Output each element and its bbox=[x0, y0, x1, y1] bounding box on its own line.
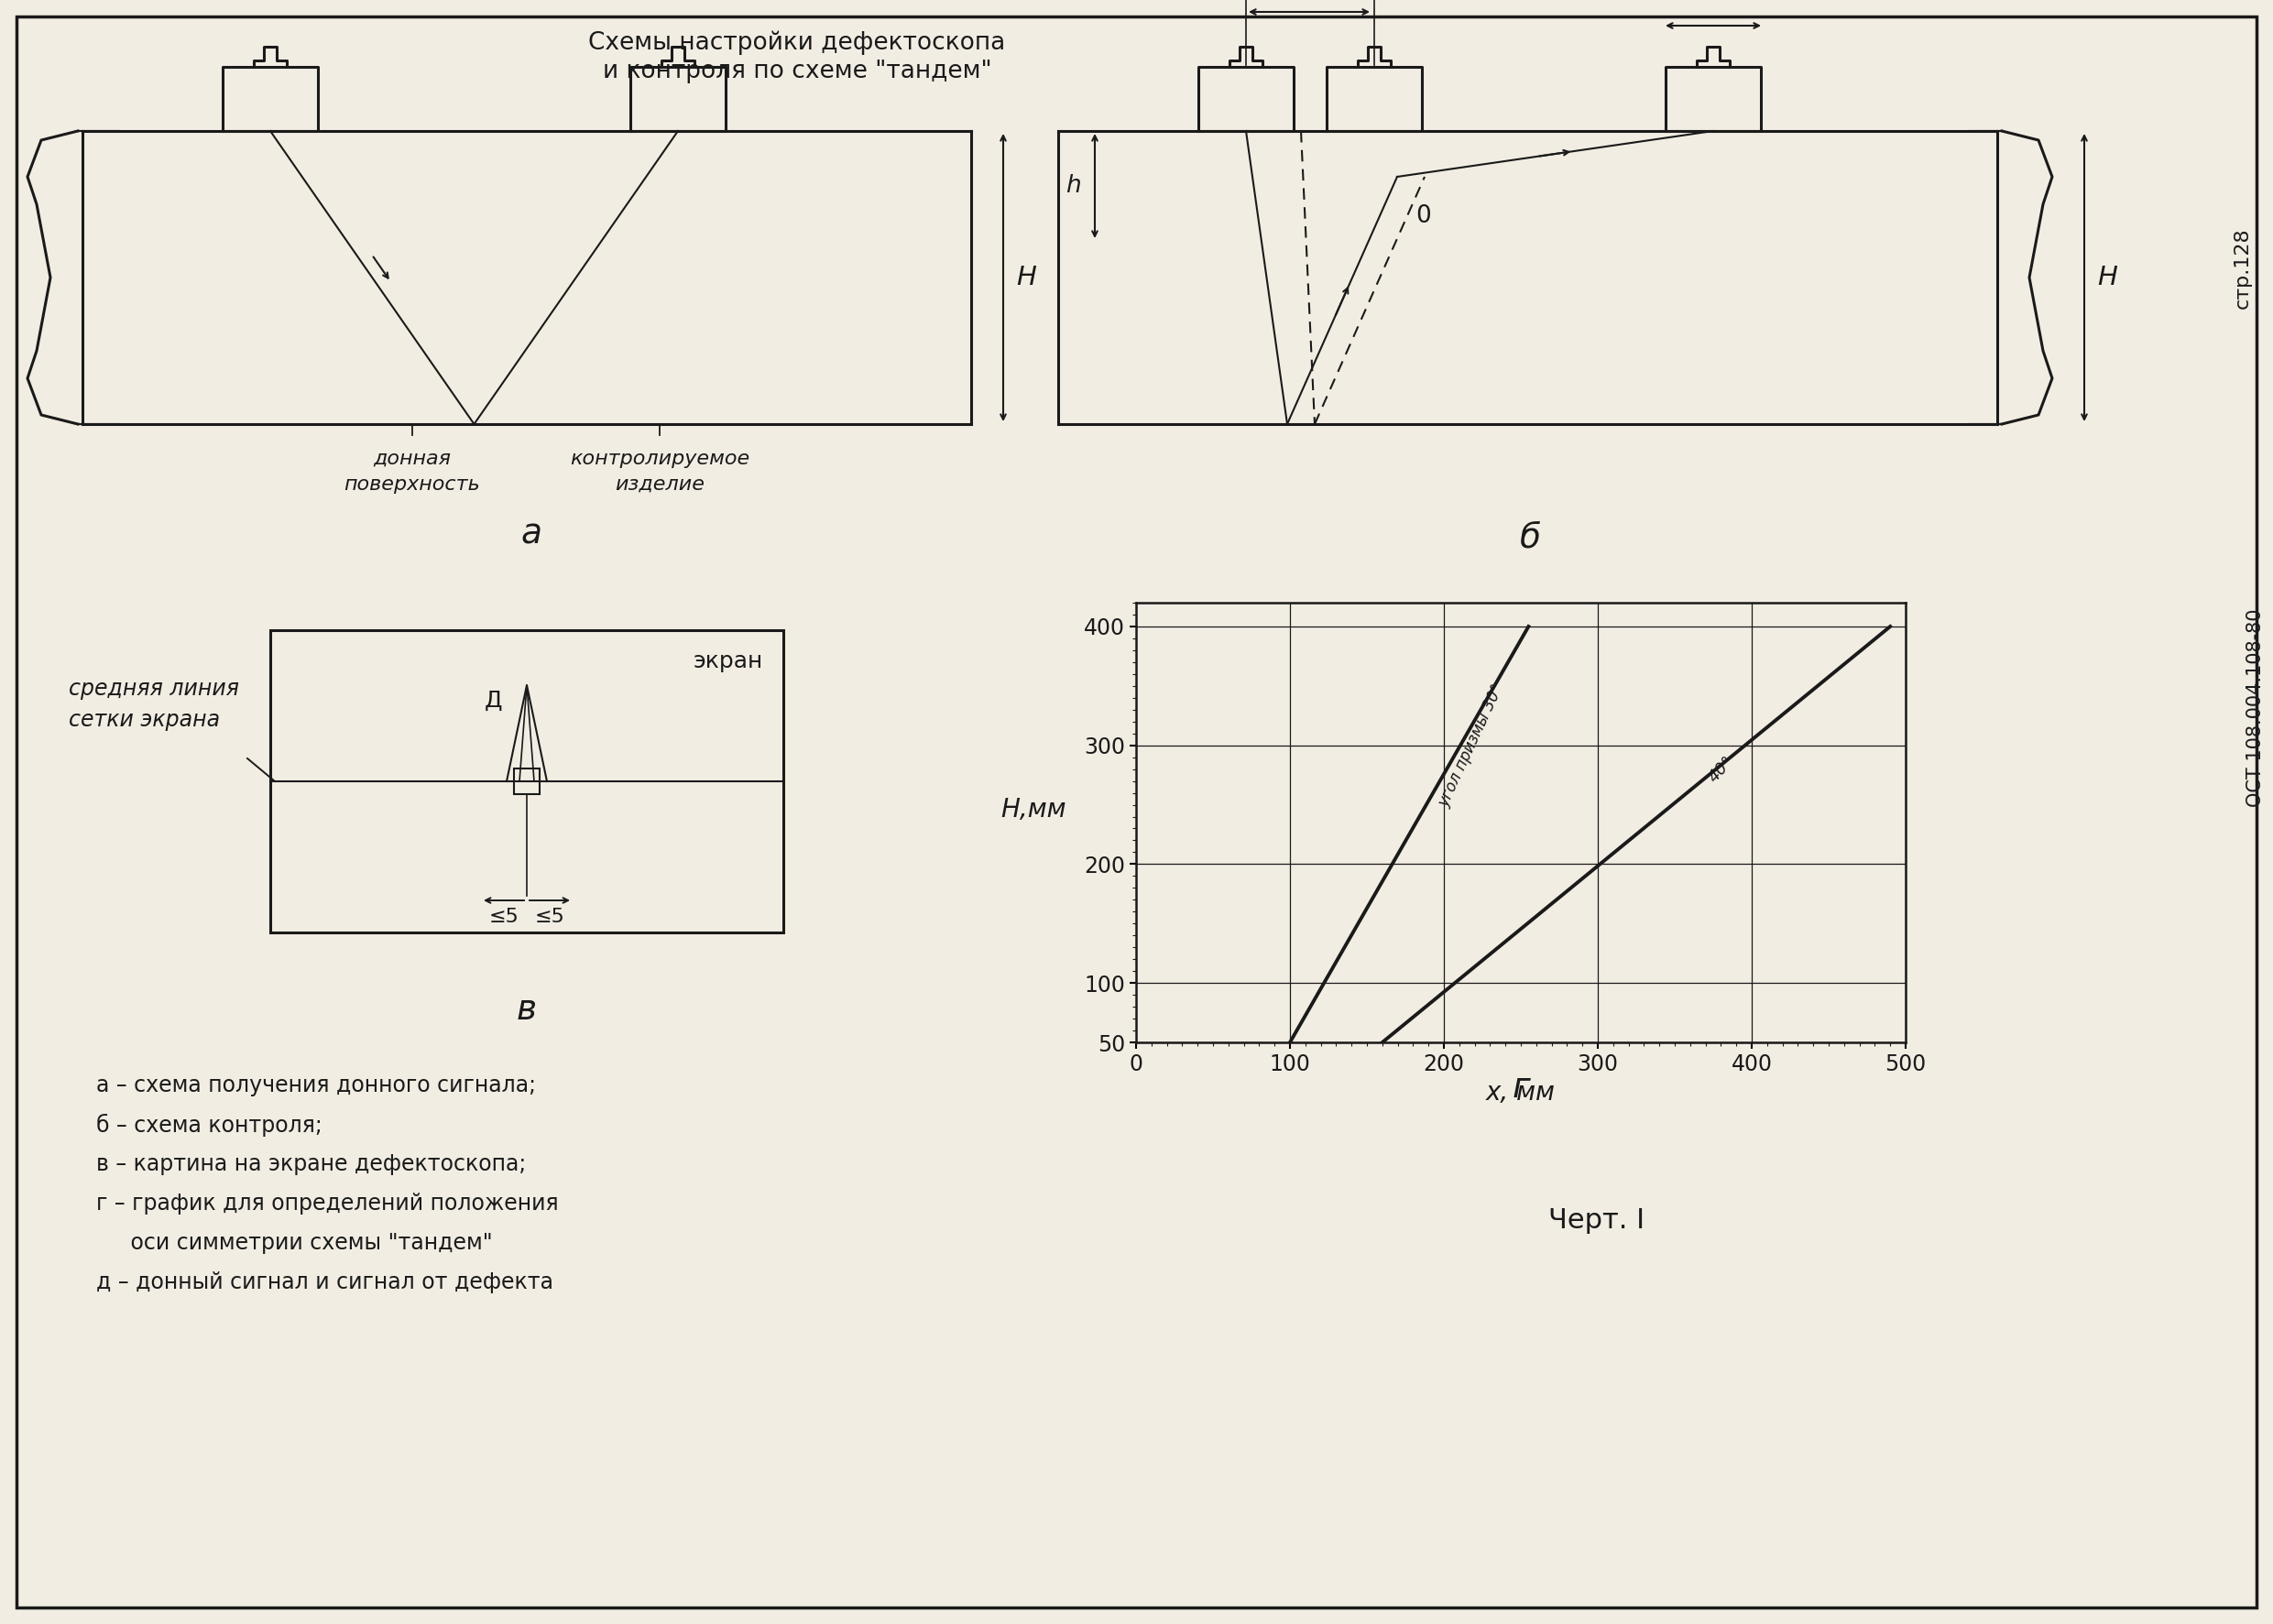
Text: ≤5: ≤5 bbox=[534, 908, 564, 926]
Text: в: в bbox=[516, 994, 536, 1026]
Text: ОСТ 108.004.108-80: ОСТ 108.004.108-80 bbox=[2246, 609, 2264, 807]
Text: экран: экран bbox=[693, 650, 764, 672]
Text: а – схема получения донного сигнала;: а – схема получения донного сигнала; bbox=[95, 1075, 536, 1096]
Text: Схемы настройки дефектоскопа: Схемы настройки дефектоскопа bbox=[589, 31, 1005, 55]
Text: угол призмы 30°: угол призмы 30° bbox=[1437, 680, 1507, 809]
Text: г: г bbox=[1512, 1072, 1530, 1104]
Text: донная
поверхность: донная поверхность bbox=[343, 450, 480, 494]
Text: H: H bbox=[1016, 265, 1036, 291]
Bar bbox=[514, 768, 539, 794]
Text: Черт. I: Черт. I bbox=[1548, 1207, 1646, 1234]
Text: в – картина на экране дефектоскопа;: в – картина на экране дефектоскопа; bbox=[95, 1153, 525, 1176]
Text: Д: Д bbox=[484, 690, 502, 711]
Text: стр.128: стр.128 bbox=[2234, 227, 2253, 309]
Text: и контроля по схеме "тандем": и контроля по схеме "тандем" bbox=[602, 60, 991, 83]
Text: б – схема контроля;: б – схема контроля; bbox=[95, 1114, 323, 1137]
Text: б: б bbox=[1518, 521, 1541, 555]
Bar bbox=[270, 630, 784, 932]
Text: г – график для определений положения: г – график для определений положения bbox=[95, 1192, 559, 1215]
Text: 0: 0 bbox=[1416, 205, 1430, 227]
Text: средняя линия
сетки экрана: средняя линия сетки экрана bbox=[68, 679, 239, 731]
Text: оси симметрии схемы "тандем": оси симметрии схемы "тандем" bbox=[95, 1233, 493, 1254]
Text: 40°: 40° bbox=[1705, 752, 1737, 786]
Y-axis label: Н,мм: Н,мм bbox=[1000, 797, 1066, 822]
Text: а: а bbox=[521, 518, 541, 551]
Text: контролируемое
изделие: контролируемое изделие bbox=[571, 450, 750, 494]
Text: ≤5: ≤5 bbox=[489, 908, 518, 926]
Text: h: h bbox=[1066, 174, 1082, 198]
Text: H: H bbox=[2098, 265, 2116, 291]
X-axis label: х, мм: х, мм bbox=[1487, 1080, 1555, 1106]
Text: д – донный сигнал и сигнал от дефекта: д – донный сигнал и сигнал от дефекта bbox=[95, 1272, 552, 1293]
